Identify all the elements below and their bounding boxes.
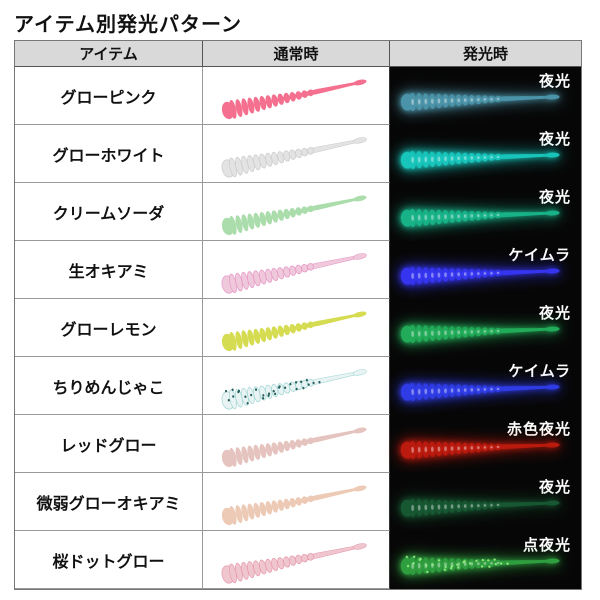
- item-name-cell: クリームソーダ: [15, 183, 203, 241]
- lure-glow-image: [397, 480, 566, 530]
- lure-glow-image: [397, 190, 566, 240]
- lure-normal-image: [215, 289, 377, 366]
- normal-appearance-cell: [203, 531, 390, 589]
- glow-pattern-table: アイテム 通常時 発光時 グローピンク 夜光 グローホワイト 夜光 クリームソー…: [14, 40, 582, 590]
- lure-glow-image: [397, 132, 566, 182]
- normal-appearance-cell: [203, 357, 390, 415]
- lure-glow-image: [397, 248, 566, 298]
- lure-normal-image: [215, 115, 377, 192]
- lure-normal-image: [215, 57, 377, 134]
- lure-glow-image: [397, 538, 566, 588]
- item-name-cell: 微弱グローオキアミ: [15, 473, 203, 531]
- header-glowing: 発光時: [390, 41, 581, 67]
- normal-appearance-cell: [203, 415, 390, 473]
- glow-appearance-cell: 夜光: [390, 183, 581, 241]
- item-name-cell: グローピンク: [15, 67, 203, 125]
- item-name-cell: 生オキアミ: [15, 241, 203, 299]
- glow-appearance-cell: 夜光: [390, 67, 581, 125]
- lure-glow-image: [397, 364, 566, 414]
- glow-type-label: 夜光: [538, 73, 571, 90]
- glow-type-label: 夜光: [538, 305, 571, 322]
- normal-appearance-cell: [203, 241, 390, 299]
- glow-appearance-cell: 点夜光: [390, 531, 581, 589]
- item-name-cell: グローホワイト: [15, 125, 203, 183]
- item-name-cell: 桜ドットグロー: [15, 531, 203, 589]
- glow-type-label: ケイムラ: [508, 363, 571, 380]
- header-normal: 通常時: [203, 41, 390, 67]
- normal-appearance-cell: [203, 299, 390, 357]
- glow-appearance-cell: 夜光: [390, 473, 581, 531]
- glow-appearance-cell: 夜光: [390, 299, 581, 357]
- lure-glow-image: [397, 74, 566, 124]
- lure-normal-image: [215, 405, 377, 482]
- glow-type-label: 赤色夜光: [506, 421, 571, 438]
- glow-appearance-cell: 赤色夜光: [390, 415, 581, 473]
- glow-type-label: 点夜光: [522, 537, 571, 554]
- lure-normal-image: [215, 521, 377, 598]
- glow-type-label: 夜光: [538, 479, 571, 496]
- lure-glow-image: [397, 306, 566, 356]
- glow-appearance-cell: ケイムラ: [390, 357, 581, 415]
- lure-normal-image: [215, 347, 377, 424]
- glow-type-label: 夜光: [538, 189, 571, 206]
- item-name-cell: グローレモン: [15, 299, 203, 357]
- glow-type-label: ケイムラ: [508, 247, 571, 264]
- item-name-cell: レッドグロー: [15, 415, 203, 473]
- glow-appearance-cell: 夜光: [390, 125, 581, 183]
- item-name-cell: ちりめんじゃこ: [15, 357, 203, 415]
- normal-appearance-cell: [203, 183, 390, 241]
- lure-glow-image: [397, 422, 566, 472]
- lure-normal-image: [215, 231, 377, 308]
- page-title: アイテム別発光パターン: [14, 14, 242, 36]
- normal-appearance-cell: [203, 125, 390, 183]
- normal-appearance-cell: [203, 473, 390, 531]
- normal-appearance-cell: [203, 67, 390, 125]
- lure-normal-image: [215, 173, 377, 250]
- glow-type-label: 夜光: [538, 131, 571, 148]
- lure-normal-image: [215, 463, 377, 540]
- glow-appearance-cell: ケイムラ: [390, 241, 581, 299]
- header-item: アイテム: [15, 41, 203, 67]
